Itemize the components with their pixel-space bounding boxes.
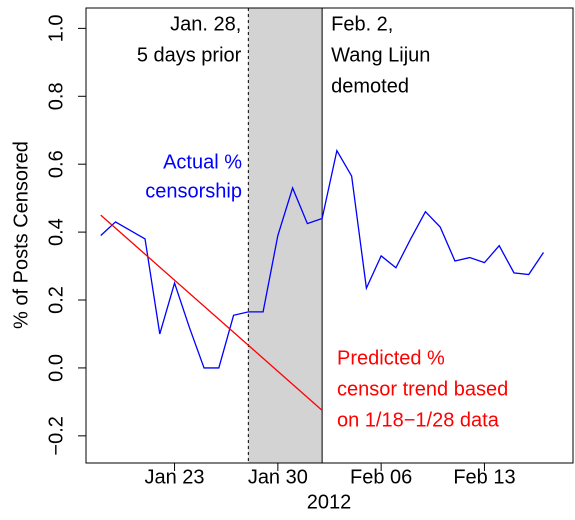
y-tick-label: 1.0 (45, 14, 67, 42)
x-tick-label: Feb 13 (453, 466, 515, 488)
series-annotation: on 1/18−1/28 data (337, 409, 500, 431)
y-axis-label: % of Posts Censored (10, 141, 32, 329)
y-tick-label: 0.0 (45, 354, 67, 382)
y-tick-label: 0.2 (45, 286, 67, 314)
shaded-period (248, 8, 323, 463)
y-tick-label: 0.6 (45, 150, 67, 178)
series-annotation: Actual % (163, 151, 242, 173)
x-tick-label: Feb 06 (350, 466, 412, 488)
x-axis-label: 2012 (307, 491, 352, 513)
series-annotation: censorship (145, 180, 242, 202)
event-annotation: demoted (331, 75, 409, 97)
series-annotation: censor trend based (337, 378, 508, 400)
x-tick-label: Jan 23 (145, 466, 205, 488)
y-tick-label: 0.8 (45, 82, 67, 110)
trend-line (100, 214, 323, 411)
event-annotation: Wang Lijun (331, 44, 430, 66)
actual-line (100, 148, 545, 369)
y-tick-label: 0.4 (45, 218, 67, 246)
event-annotation: 5 days prior (137, 44, 242, 66)
plot-frame (85, 7, 574, 464)
x-tick-label: Jan 30 (248, 466, 308, 488)
event-annotation: Jan. 28, (170, 13, 241, 35)
y-tick-label: −0.2 (45, 416, 67, 455)
series-annotation: Predicted % (337, 347, 445, 369)
event-annotation: Feb. 2, (331, 13, 393, 35)
